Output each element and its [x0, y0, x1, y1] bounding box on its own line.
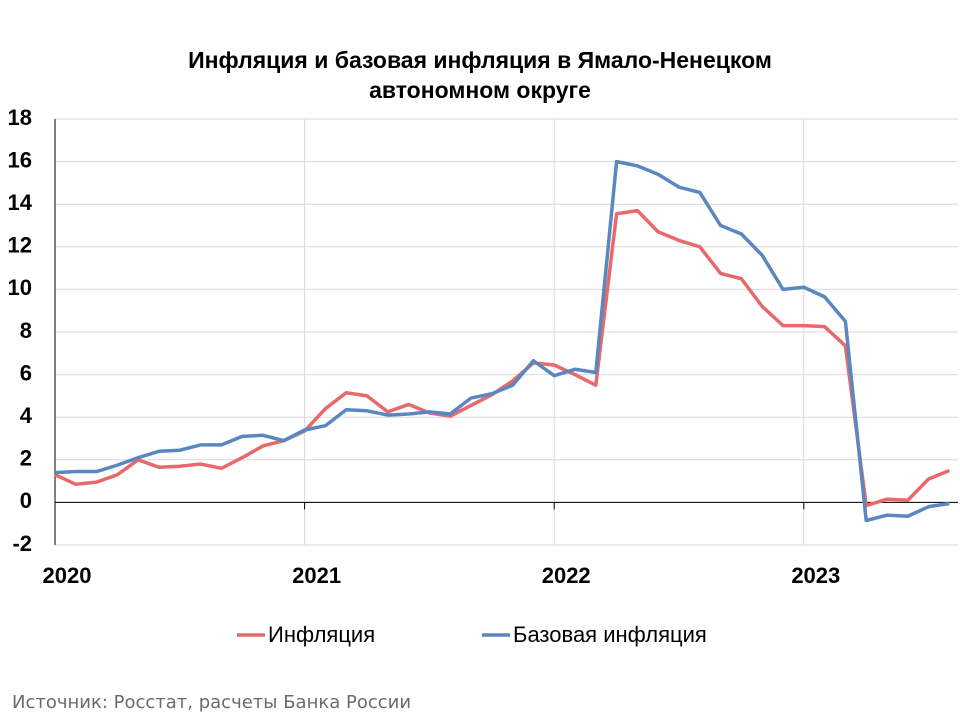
y-tick-label: 8: [20, 318, 32, 343]
series-line: [54, 208, 951, 508]
x-tick-label: 2020: [43, 563, 92, 588]
y-tick-label: 18: [8, 105, 32, 130]
y-tick-label: 0: [20, 488, 32, 513]
y-tick-label: 12: [8, 233, 32, 258]
series-line: [54, 159, 950, 523]
legend-label: Инфляция: [268, 622, 375, 647]
x-tick-label: 2021: [292, 563, 341, 588]
chart: -2 0 2 4 6 8 10 12 14 16 18 2020 2021 2022 2023 Инфляци…: [8, 105, 958, 647]
x-tick-label: 2022: [542, 563, 591, 588]
legend-label: Базовая инфляция: [513, 622, 707, 647]
chart-title: Инфляция и базовая инфляция в Ямало-Нене…: [188, 47, 772, 103]
x-tick-label: 2023: [791, 563, 840, 588]
y-tick-label: -2: [12, 531, 32, 556]
y-tick-label: 10: [8, 275, 32, 300]
y-tick-label: 2: [20, 446, 32, 471]
y-tick-label: 16: [8, 147, 32, 172]
y-tick-label: 14: [8, 190, 33, 215]
y-tick-label: 4: [20, 403, 33, 428]
source-note: Источник: Росстат, расчеты Банка России: [12, 692, 412, 713]
y-tick-label: 6: [20, 360, 32, 385]
